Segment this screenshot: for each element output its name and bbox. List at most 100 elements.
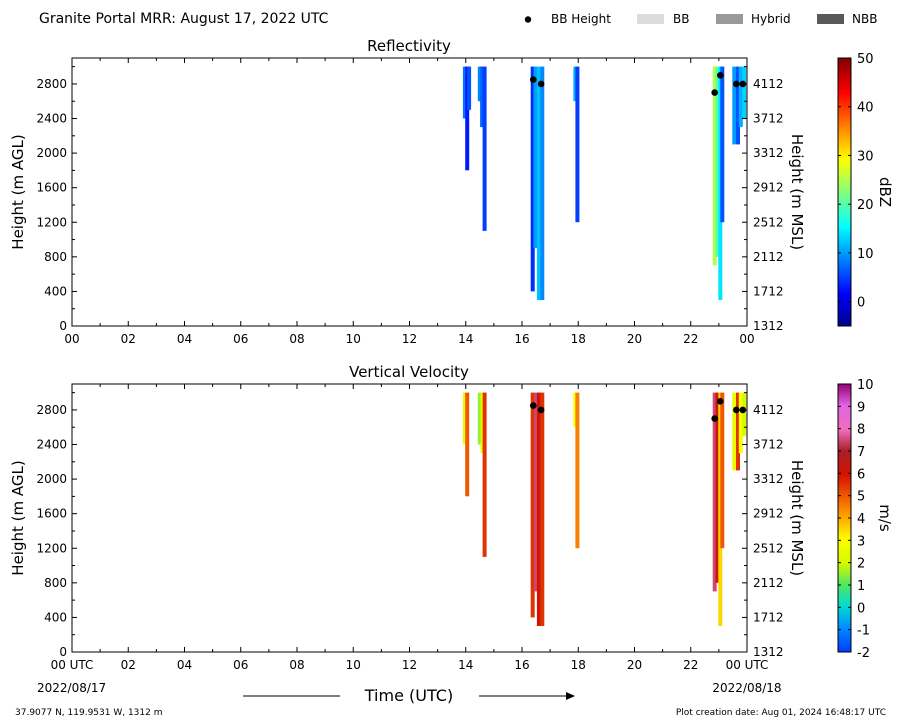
data-column: [540, 392, 545, 626]
bb-height-marker: [711, 415, 718, 422]
bb-height-marker: [530, 402, 537, 409]
bb-height-marker: [530, 76, 537, 83]
location-label: 37.9077 N, 119.9531 W, 1312 m: [15, 708, 163, 718]
colorbar-tick-label: 20: [857, 198, 874, 213]
bb-height-marker: [733, 80, 740, 88]
reflectivity-title: Reflectivity: [367, 37, 451, 55]
bb-height-marker: [537, 80, 545, 88]
reflectivity-colorbar-label: dBZ: [876, 177, 894, 207]
x-tick-label: 10: [346, 332, 361, 346]
legend-hybrid-swatch: [716, 14, 743, 24]
x-tick-label: 04: [177, 658, 192, 672]
colorbar-gradient: [837, 57, 852, 327]
y-tick-label: 2800: [36, 403, 67, 417]
time-arrow-head-icon: [566, 692, 575, 700]
y-tick-label-right: 3312: [753, 472, 784, 486]
x-tick-label: 14: [458, 332, 473, 346]
y-tick-label-right: 1712: [753, 284, 784, 298]
colorbar-tick-label: 2: [857, 557, 865, 572]
data-column: [732, 66, 737, 145]
colorbar-tick-label: 30: [857, 149, 874, 164]
x-tick-label: 16: [514, 658, 529, 672]
y-tick-label: 0: [59, 319, 67, 333]
y-tick-label-right: 4112: [753, 77, 784, 91]
y-tick-label: 1600: [36, 181, 67, 195]
vertical-velocity-ylabel: Height (m AGL): [9, 460, 27, 575]
start-date-label: 2022/08/17: [37, 681, 106, 695]
y-tick-label: 400: [44, 284, 67, 298]
legend-nbb-swatch: [817, 14, 844, 24]
vertical-velocity-colorbar: -2 -1 0 1 2 3 4 5 6 7 8 9 10: [837, 378, 874, 661]
legend-bb-height-label: BB Height: [551, 12, 611, 26]
x-tick-label: 06: [233, 658, 248, 672]
vertical-velocity-title: Vertical Velocity: [349, 363, 469, 381]
y-tick-label-right: 2912: [753, 507, 784, 521]
x-tick-label: 00: [739, 332, 754, 346]
colorbar-tick-label: 0: [857, 601, 865, 616]
colorbar-tick-label: 4: [857, 512, 865, 527]
y-tick-label: 1600: [36, 507, 67, 521]
data-column: [482, 66, 487, 231]
y-tick-label-right: 2112: [753, 576, 784, 590]
figure-title: Granite Portal MRR: August 17, 2022 UTC: [39, 11, 329, 27]
data-column: [575, 66, 580, 223]
data-column: [533, 66, 538, 249]
y-tick-label: 800: [44, 250, 67, 264]
y-tick-label: 2800: [36, 77, 67, 91]
time-axis-label: Time (UTC): [364, 686, 453, 705]
y-tick-label: 2000: [36, 146, 67, 160]
data-column: [575, 392, 580, 549]
creation-date-label: Plot creation date: Aug 01, 2024 16:48:1…: [676, 708, 886, 718]
x-tick-label: 14: [458, 658, 473, 672]
x-tick-label: 00 UTC: [51, 658, 94, 672]
x-tick-label: 02: [121, 658, 136, 672]
x-tick-label: 02: [121, 332, 136, 346]
x-tick-label: 20: [627, 332, 642, 346]
x-tick-label: 08: [289, 658, 304, 672]
data-column: [742, 66, 747, 119]
y-tick-label: 1200: [36, 215, 67, 229]
x-tick-label: 20: [627, 658, 642, 672]
y-tick-label: 2000: [36, 472, 67, 486]
data-column: [738, 392, 743, 454]
vertical-velocity-colorbar-label: m/s: [876, 504, 894, 532]
legend-bb-height-marker: [524, 16, 532, 23]
colorbar-tick-label: 7: [857, 445, 865, 460]
reflectivity-plot-area: [462, 66, 747, 300]
data-column: [467, 66, 472, 110]
colorbar-tick-label: -1: [857, 624, 870, 639]
y-tick-label: 0: [59, 645, 67, 659]
data-column: [465, 66, 470, 171]
data-column: [534, 392, 539, 592]
vertical-velocity-plot-area: [462, 392, 747, 626]
y-tick-label: 2400: [36, 438, 67, 452]
y-tick-label-right: 3712: [753, 112, 784, 126]
y-tick-label-right: 1312: [753, 319, 784, 333]
x-tick-label: 10: [346, 658, 361, 672]
y-tick-label-right: 3312: [753, 146, 784, 160]
x-tick-label: 22: [683, 658, 698, 672]
reflectivity-ylabel-right: Height (m MSL): [788, 134, 806, 250]
bb-height-marker: [717, 398, 724, 405]
data-column: [540, 66, 545, 300]
x-tick-label: 00 UTC: [726, 658, 769, 672]
colorbar-tick-label: 3: [857, 534, 865, 549]
colorbar-tick-label: 8: [857, 423, 865, 438]
reflectivity-colorbar: 0 10 20 30 40 50: [837, 52, 874, 327]
data-column: [536, 66, 541, 300]
y-tick-label: 400: [44, 610, 67, 624]
legend-bb-swatch: [637, 14, 664, 24]
data-column: [738, 66, 743, 128]
reflectivity-frame: [71, 57, 748, 327]
x-tick-label: 04: [177, 332, 192, 346]
colorbar-tick-label: 50: [857, 52, 874, 67]
data-column: [530, 392, 535, 618]
colorbar-tick-label: 40: [857, 101, 874, 116]
data-column: [477, 392, 482, 445]
bb-height-marker: [537, 406, 545, 414]
data-column: [482, 392, 487, 557]
x-tick-label: 18: [571, 658, 586, 672]
data-column: [720, 66, 725, 223]
x-tick-label: 12: [402, 332, 417, 346]
